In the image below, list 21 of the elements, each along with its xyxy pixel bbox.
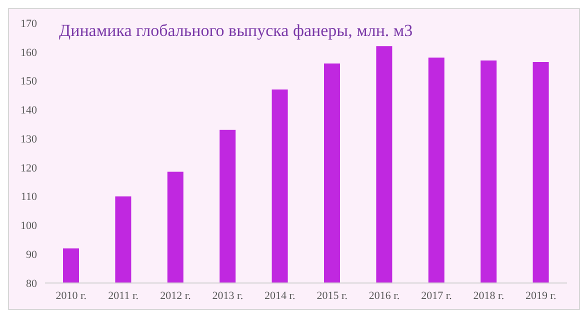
y-tick-label: 170 xyxy=(20,18,38,30)
x-tick-label: 2018 г. xyxy=(473,290,504,302)
y-tick-label: 130 xyxy=(20,133,38,146)
x-tick-label: 2019 г. xyxy=(526,290,557,302)
x-tick-label: 2011 г. xyxy=(108,290,139,302)
y-tick-label: 80 xyxy=(26,278,38,290)
x-tick-label: 2016 г. xyxy=(368,290,400,302)
y-tick-label: 90 xyxy=(26,249,38,262)
x-tick-label: 2017 г. xyxy=(421,290,452,302)
x-tick-label: 2012 г. xyxy=(160,290,192,302)
y-tick-label: 110 xyxy=(20,191,38,204)
x-tick-label: 2010 г. xyxy=(56,290,87,302)
chart-title: Динамика глобального выпуска фанеры, млн. м3 xyxy=(59,21,413,41)
x-tick-label: 2014 г. xyxy=(264,290,296,302)
x-tick-label: 2013 г. xyxy=(212,290,244,302)
x-tick-label: 2015 г. xyxy=(316,290,348,302)
y-tick-label: 140 xyxy=(20,104,38,117)
y-tick-label: 120 xyxy=(20,162,38,174)
y-tick-label: 150 xyxy=(20,76,38,88)
y-tick-label: 100 xyxy=(20,220,38,232)
y-tick-label: 160 xyxy=(20,46,38,59)
